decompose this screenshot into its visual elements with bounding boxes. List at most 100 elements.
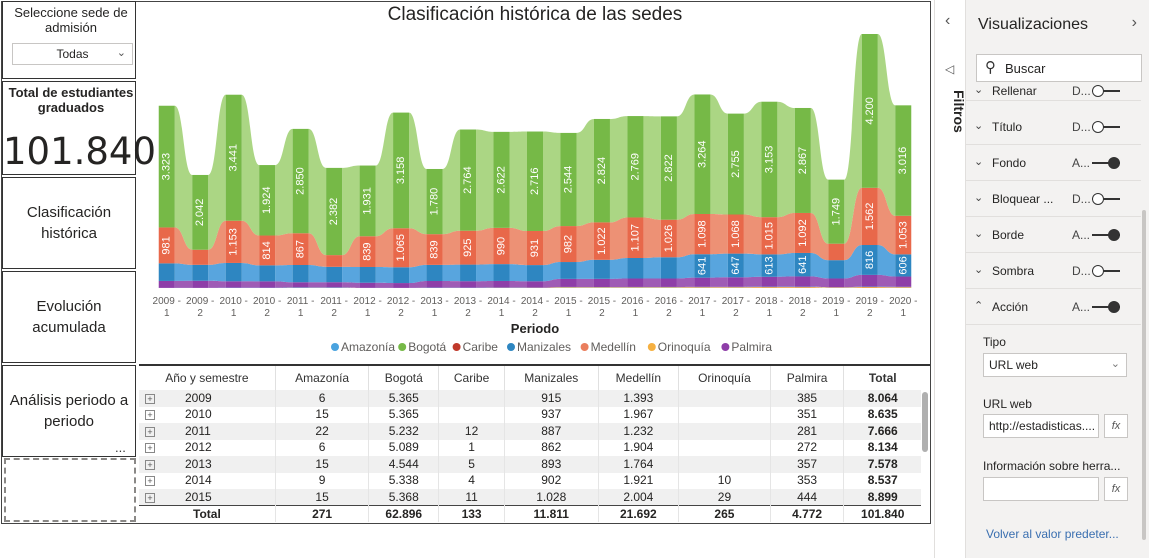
legend-item[interactable]: Bogotá	[408, 340, 446, 354]
nav-button-analisis[interactable]: Análisis periodo a periodo	[2, 365, 136, 457]
bar-segment-manizales[interactable]	[259, 265, 276, 282]
bar-segment-bogotá[interactable]	[694, 94, 711, 214]
expand-icon[interactable]: +	[145, 426, 155, 437]
column-header[interactable]: Año y semestre	[139, 366, 276, 390]
prop-toggle[interactable]	[1092, 228, 1120, 242]
bar-segment-palmira[interactable]	[192, 280, 209, 288]
bar-segment-palmira[interactable]	[460, 281, 477, 288]
bar-segment-bogotá[interactable]	[225, 94, 242, 221]
bar-segment-medellín[interactable]	[861, 187, 878, 246]
bar-segment-manizales[interactable]	[761, 254, 778, 277]
bar-segment-orinoquía[interactable]	[727, 287, 744, 288]
bar-segment-manizales[interactable]	[393, 267, 410, 284]
legend-item[interactable]: Medellín	[591, 340, 636, 354]
expand-icon[interactable]: +	[145, 410, 155, 421]
expand-icon[interactable]: +	[145, 393, 155, 404]
bar-segment-medellín[interactable]	[560, 226, 577, 263]
column-header[interactable]: Amazonía	[275, 366, 370, 390]
viz-pane-scrollbar[interactable]	[1142, 210, 1146, 540]
prop-toggle[interactable]	[1092, 84, 1120, 98]
bar-segment-manizales[interactable]	[861, 245, 878, 275]
bar-segment-bogotá[interactable]	[627, 116, 644, 218]
prop-toggle[interactable]	[1092, 120, 1120, 134]
bar-segment-medellín[interactable]	[694, 213, 711, 255]
bar-segment-manizales[interactable]	[158, 263, 175, 281]
bar-segment-orinoquía[interactable]	[895, 287, 912, 288]
chevron-down-icon[interactable]: ⌄	[974, 84, 984, 96]
bar-segment-manizales[interactable]	[292, 265, 309, 283]
bar-segment-orinoquía[interactable]	[694, 287, 711, 288]
bar-segment-medellín[interactable]	[828, 243, 845, 261]
tipo-dropdown[interactable]: URL web ⌄	[983, 353, 1127, 377]
bar-segment-manizales[interactable]	[727, 253, 744, 278]
bar-segment-manizales[interactable]	[627, 258, 644, 279]
bar-segment-medellín[interactable]	[660, 219, 677, 258]
chevron-up-icon[interactable]: ⌃	[974, 300, 984, 312]
bar-segment-manizales[interactable]	[560, 262, 577, 279]
legend-item[interactable]: Orinoquía	[658, 340, 711, 354]
bar-segment-medellín[interactable]	[426, 234, 443, 265]
bar-segment-medellín[interactable]	[158, 227, 175, 264]
bar-segment-palmira[interactable]	[660, 278, 677, 287]
bar-segment-bogotá[interactable]	[895, 105, 912, 216]
legend-item[interactable]: Palmira	[731, 340, 772, 354]
bar-segment-manizales[interactable]	[527, 265, 543, 282]
legend-item[interactable]: Caribe	[463, 340, 499, 354]
bar-segment-medellín[interactable]	[393, 228, 410, 268]
bar-segment-palmira[interactable]	[393, 283, 410, 288]
bar-segment-palmira[interactable]	[828, 278, 845, 288]
bar-segment-medellín[interactable]	[326, 255, 343, 267]
scroll-thumb[interactable]	[922, 392, 928, 452]
column-header[interactable]: Orinoquía	[678, 366, 771, 390]
expand-icon[interactable]: +	[145, 459, 155, 470]
expand-icon[interactable]: +	[145, 443, 155, 454]
search-input[interactable]: ⚲ Buscar	[976, 54, 1142, 82]
tooltip-fx-button[interactable]: fx	[1104, 477, 1128, 501]
chevron-down-icon[interactable]: ⌄	[974, 192, 984, 204]
bar-segment-manizales[interactable]	[359, 266, 376, 283]
prop-row[interactable]: ⌄ Rellenar D...	[966, 81, 1141, 101]
bar-segment-manizales[interactable]	[460, 264, 477, 282]
bar-segment-manizales[interactable]	[694, 254, 711, 278]
bar-segment-medellín[interactable]	[225, 220, 242, 263]
chevron-down-icon[interactable]: ⌄	[974, 120, 984, 132]
legend-item[interactable]: Manizales	[517, 340, 571, 354]
sede-dropdown[interactable]: Todas ⌄	[12, 43, 133, 65]
bar-segment-bogotá[interactable]	[727, 113, 744, 215]
bar-segment-medellín[interactable]	[593, 222, 610, 260]
prop-row[interactable]: ⌄ Sombra D...	[966, 253, 1141, 289]
bar-segment-bogotá[interactable]	[794, 107, 811, 213]
bar-segment-medellín[interactable]	[259, 235, 276, 266]
bar-segment-orinoquía[interactable]	[794, 287, 811, 288]
more-options-button[interactable]: ...	[115, 440, 126, 455]
funnel-icon[interactable]: ◁	[945, 62, 955, 76]
bar-segment-palmira[interactable]	[326, 282, 343, 288]
bar-segment-palmira[interactable]	[593, 278, 610, 288]
bar-segment-manizales[interactable]	[828, 260, 845, 279]
bar-segment-medellín[interactable]	[460, 230, 477, 265]
bar-segment-bogotá[interactable]	[593, 118, 610, 223]
prop-toggle[interactable]	[1092, 156, 1120, 170]
bar-segment-bogotá[interactable]	[493, 131, 510, 228]
bar-segment-bogotá[interactable]	[158, 105, 175, 228]
legend-item[interactable]: Amazonía	[341, 340, 395, 354]
bar-segment-orinoquía[interactable]	[627, 287, 644, 288]
bar-segment-palmira[interactable]	[560, 278, 577, 287]
bar-segment-bogotá[interactable]	[861, 34, 878, 188]
collapse-arrow-icon[interactable]: ‹	[945, 12, 951, 29]
bar-segment-manizales[interactable]	[426, 264, 443, 282]
table-scrollbar[interactable]	[922, 392, 928, 512]
bar-segment-palmira[interactable]	[259, 281, 276, 288]
nav-button-historica[interactable]: Clasificación histórica	[2, 177, 136, 269]
column-header[interactable]: Medellín	[598, 366, 680, 390]
prop-toggle[interactable]	[1092, 264, 1120, 278]
prop-toggle[interactable]	[1092, 300, 1120, 314]
bar-segment-bogotá[interactable]	[326, 167, 343, 256]
bar-segment-manizales[interactable]	[493, 264, 510, 281]
selected-visual-placeholder[interactable]	[4, 458, 136, 522]
bar-segment-bogotá[interactable]	[828, 179, 845, 244]
bar-segment-bogotá[interactable]	[426, 168, 443, 235]
bar-segment-bogotá[interactable]	[192, 174, 209, 250]
bar-segment-manizales[interactable]	[794, 252, 811, 277]
url-fx-button[interactable]: fx	[1104, 414, 1128, 438]
